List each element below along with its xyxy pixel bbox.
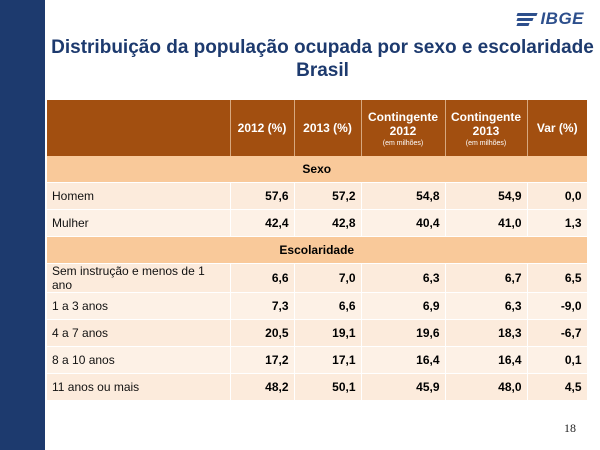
table-row: 11 anos ou mais 48,2 50,1 45,9 48,0 4,5	[47, 373, 588, 401]
slide-title-line1: Distribuição da população ocupada por se…	[51, 37, 594, 58]
left-sidebar-band	[0, 0, 45, 450]
section-row-escolaridade: Escolaridade	[47, 236, 588, 264]
slide-title-line2: Brasil	[296, 60, 349, 81]
population-table: 2012 (%) 2013 (%) Contingente 2012 (em mi…	[47, 100, 588, 401]
table-row: 8 a 10 anos 17,2 17,1 16,4 16,4 0,1	[47, 346, 588, 374]
slide-title: Distribuição da população ocupada por se…	[45, 36, 600, 82]
table-row: Homem 57,6 57,2 54,8 54,9 0,0	[47, 182, 588, 210]
page-number: 18	[564, 421, 576, 435]
ibge-logo: IBGE	[516, 9, 584, 29]
header-var-pct: Var (%)	[527, 100, 587, 156]
header-2013-pct: 2013 (%)	[294, 100, 362, 156]
header-contingente-2013: Contingente 2013 (em milhões)	[445, 100, 528, 156]
table-header-row: 2012 (%) 2013 (%) Contingente 2012 (em mi…	[47, 100, 587, 156]
section-row-sexo: Sexo	[47, 156, 588, 183]
header-2012-pct: 2012 (%)	[230, 100, 295, 156]
table-row: Sem instrução e menos de 1 ano 6,6 7,0 6…	[47, 263, 588, 293]
header-label	[47, 100, 231, 156]
ibge-logo-text: IBGE	[540, 9, 584, 28]
table-row: 4 a 7 anos 20,5 19,1 19,6 18,3 -6,7	[47, 319, 588, 347]
header-contingente-2012: Contingente 2012 (em milhões)	[361, 100, 446, 156]
table-row: 1 a 3 anos 7,3 6,6 6,9 6,3 -9,0	[47, 292, 588, 320]
table-row: Mulher 42,4 42,8 40,4 41,0 1,3	[47, 209, 588, 237]
ibge-logo-mark-icon	[516, 12, 538, 26]
